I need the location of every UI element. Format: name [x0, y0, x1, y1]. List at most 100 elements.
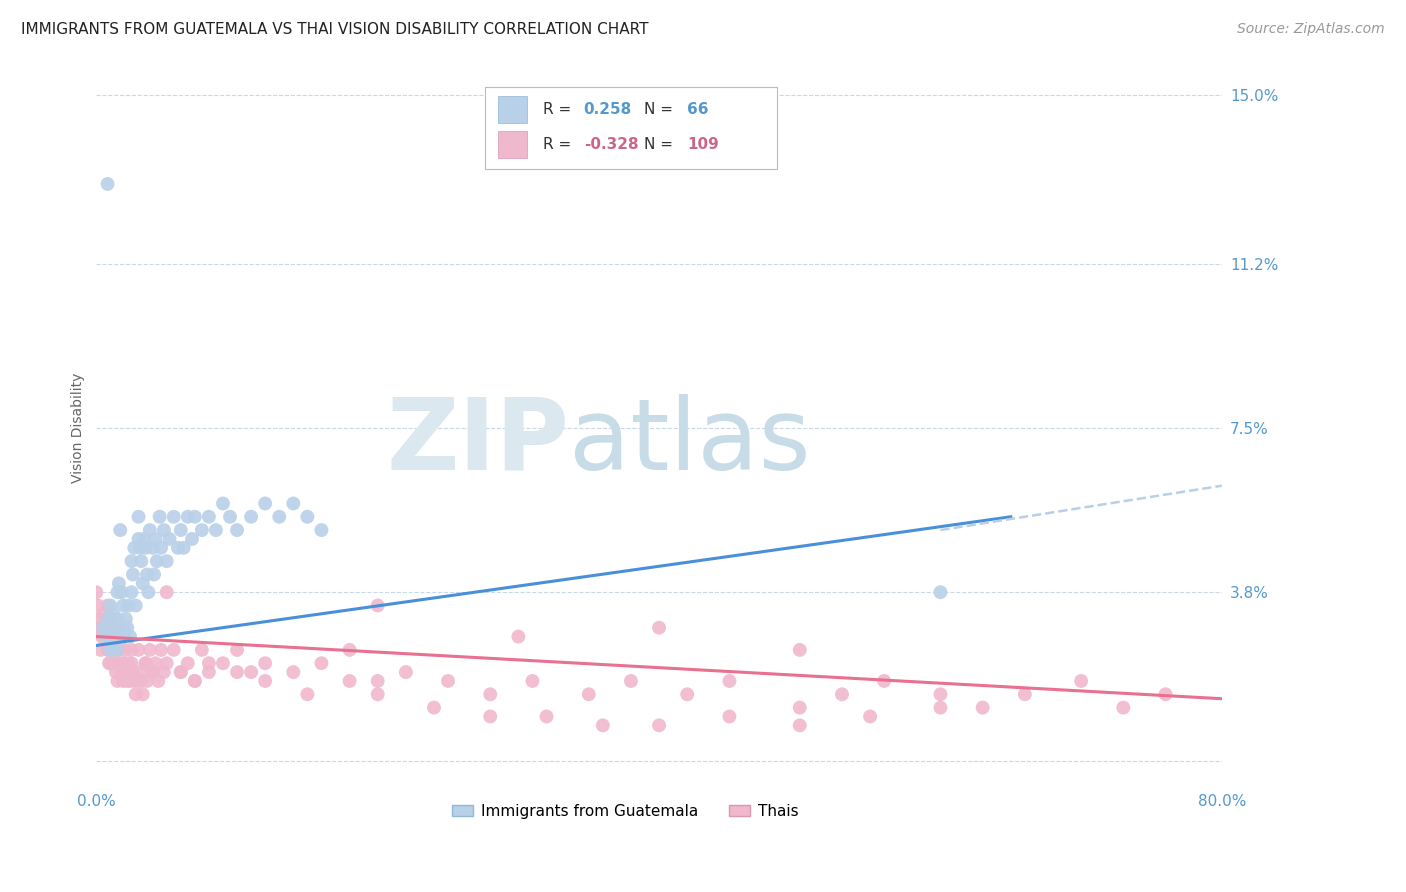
Point	[122, 665, 145, 679]
Point	[789, 643, 811, 657]
Point	[212, 496, 235, 510]
Point	[128, 509, 150, 524]
Point	[136, 567, 159, 582]
Text: 66: 66	[688, 102, 709, 117]
Point	[184, 673, 207, 688]
Point	[508, 630, 530, 644]
Point	[859, 709, 882, 723]
Point	[620, 673, 643, 688]
Point	[184, 673, 207, 688]
Point	[181, 532, 204, 546]
Point	[648, 621, 671, 635]
Point	[115, 612, 138, 626]
Point	[156, 585, 179, 599]
Point	[135, 657, 157, 671]
Text: 109: 109	[688, 137, 718, 153]
Point	[479, 709, 502, 723]
Point	[100, 612, 122, 626]
Point	[150, 541, 173, 555]
Point	[676, 687, 699, 701]
Point	[131, 554, 153, 568]
Point	[110, 657, 132, 671]
Point	[118, 657, 141, 671]
Point	[114, 657, 136, 671]
Point	[718, 673, 741, 688]
Point	[184, 509, 207, 524]
Point	[107, 643, 129, 657]
Point	[226, 643, 249, 657]
Point	[125, 599, 148, 613]
Point	[873, 673, 896, 688]
Point	[718, 709, 741, 723]
Point	[89, 612, 111, 626]
Point	[522, 673, 544, 688]
Point	[156, 657, 179, 671]
Point	[929, 585, 952, 599]
Point	[104, 621, 127, 635]
Point	[103, 607, 125, 622]
Point	[153, 523, 176, 537]
Y-axis label: Vision Disability: Vision Disability	[72, 373, 86, 483]
Point	[114, 621, 136, 635]
Point	[96, 630, 118, 644]
Point	[118, 599, 141, 613]
Point	[367, 687, 389, 701]
Point	[156, 554, 179, 568]
Point	[1014, 687, 1036, 701]
Point	[395, 665, 418, 679]
Point	[93, 621, 115, 635]
Point	[138, 585, 160, 599]
Point	[124, 541, 146, 555]
Point	[212, 657, 235, 671]
Point	[311, 657, 333, 671]
Point	[648, 718, 671, 732]
Point	[107, 673, 129, 688]
Point	[128, 643, 150, 657]
Point	[122, 567, 145, 582]
Point	[437, 673, 460, 688]
Point	[191, 523, 214, 537]
Point	[269, 509, 291, 524]
FancyBboxPatch shape	[485, 87, 778, 169]
Point	[145, 657, 167, 671]
Text: ZIP: ZIP	[387, 393, 569, 491]
Point	[135, 657, 157, 671]
Point	[205, 523, 228, 537]
Point	[115, 665, 138, 679]
Point	[170, 665, 193, 679]
Point	[135, 541, 157, 555]
Point	[367, 673, 389, 688]
Point	[139, 523, 162, 537]
Point	[831, 687, 853, 701]
Point	[153, 665, 176, 679]
Point	[240, 509, 263, 524]
Point	[536, 709, 558, 723]
Point	[120, 673, 142, 688]
Point	[111, 665, 134, 679]
Point	[283, 496, 305, 510]
Point	[578, 687, 600, 701]
FancyBboxPatch shape	[498, 95, 527, 123]
Point	[198, 657, 221, 671]
Point	[107, 621, 129, 635]
Point	[108, 643, 131, 657]
Point	[105, 630, 128, 644]
Point	[93, 630, 115, 644]
Point	[163, 643, 186, 657]
Point	[254, 673, 277, 688]
Text: N =: N =	[644, 137, 678, 153]
Point	[972, 700, 994, 714]
Point	[129, 665, 152, 679]
Point	[125, 687, 148, 701]
Point	[103, 643, 125, 657]
Point	[240, 665, 263, 679]
Point	[132, 576, 155, 591]
Text: IMMIGRANTS FROM GUATEMALA VS THAI VISION DISABILITY CORRELATION CHART: IMMIGRANTS FROM GUATEMALA VS THAI VISION…	[21, 22, 648, 37]
Point	[86, 585, 108, 599]
Point	[110, 523, 132, 537]
Point	[1154, 687, 1177, 701]
Point	[121, 643, 143, 657]
Point	[191, 643, 214, 657]
Point	[136, 673, 159, 688]
Point	[297, 687, 319, 701]
